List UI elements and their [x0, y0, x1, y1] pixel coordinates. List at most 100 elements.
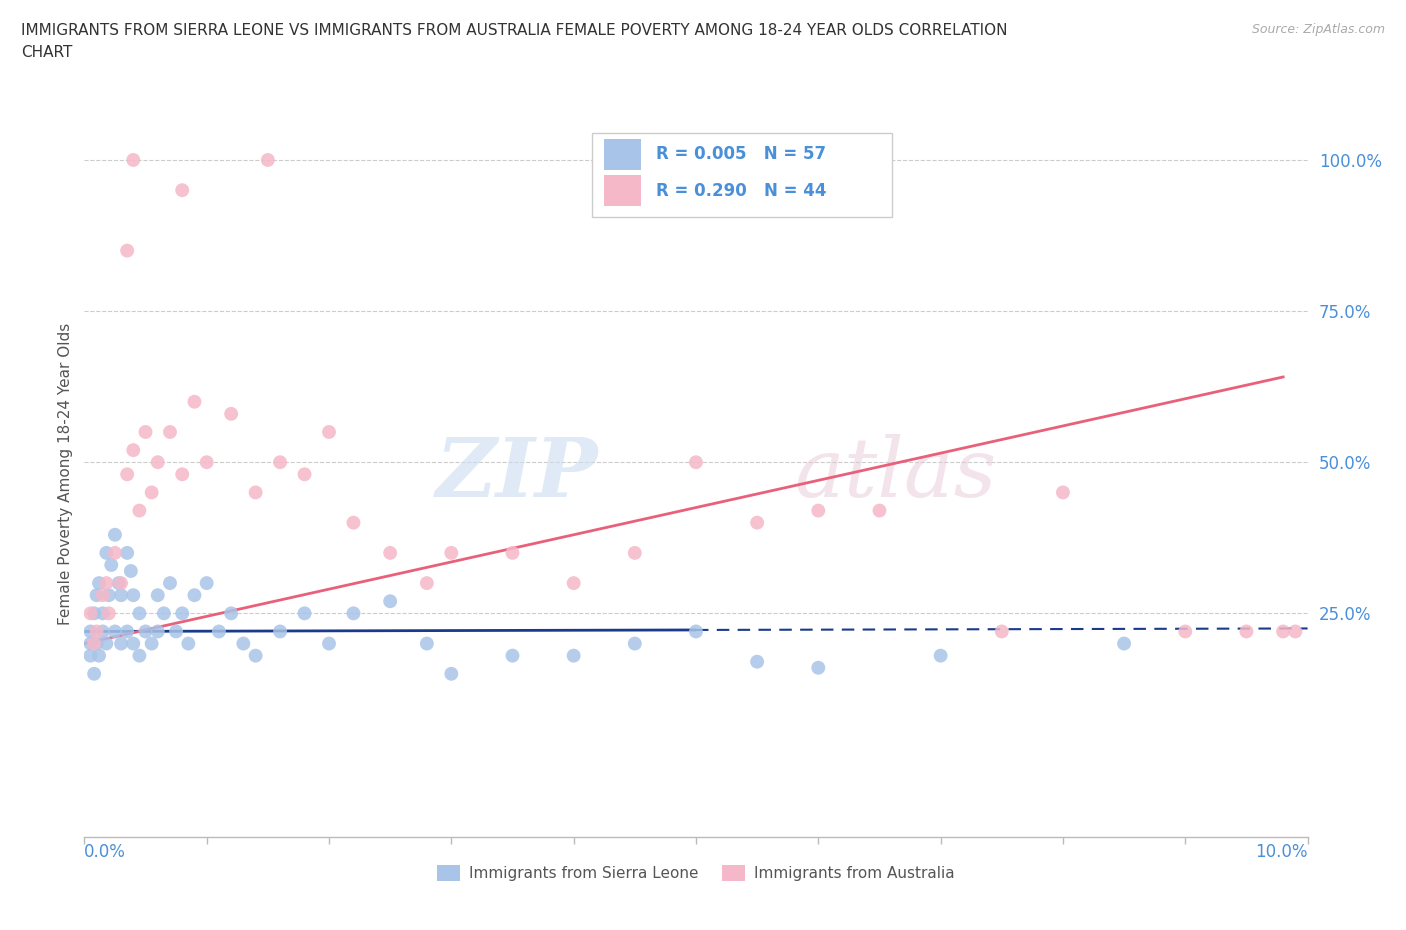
Point	[96, 636, 118, 651]
Point	[294, 467, 316, 482]
Point	[79, 624, 101, 639]
Point	[195, 576, 218, 591]
Point	[183, 394, 205, 409]
Point	[115, 624, 138, 639]
Point	[502, 545, 524, 560]
Point	[128, 503, 150, 518]
Point	[115, 467, 138, 482]
Point	[232, 636, 254, 651]
Point	[624, 545, 647, 560]
Point	[104, 545, 127, 560]
Point	[342, 515, 364, 530]
Point	[807, 503, 830, 518]
Text: R = 0.005   N = 57: R = 0.005 N = 57	[655, 145, 825, 164]
Point	[245, 485, 267, 500]
Point	[440, 666, 463, 681]
Point	[318, 636, 340, 651]
Point	[122, 443, 145, 458]
Point	[269, 455, 291, 470]
Point	[128, 648, 150, 663]
Point	[416, 636, 439, 651]
Point	[107, 576, 129, 591]
Point	[146, 588, 169, 603]
FancyBboxPatch shape	[605, 140, 641, 169]
Point	[91, 606, 114, 621]
Point	[79, 606, 101, 621]
Point	[929, 648, 952, 663]
Point	[1174, 624, 1197, 639]
Point	[991, 624, 1014, 639]
Point	[104, 527, 127, 542]
Point	[245, 648, 267, 663]
Point	[83, 666, 105, 681]
Point	[86, 624, 108, 639]
Point	[87, 576, 110, 591]
Point	[1052, 485, 1074, 500]
Point	[86, 636, 108, 651]
Point	[380, 594, 402, 609]
Y-axis label: Female Poverty Among 18-24 Year Olds: Female Poverty Among 18-24 Year Olds	[58, 324, 73, 626]
Point	[110, 588, 132, 603]
Point	[159, 576, 181, 591]
Point	[208, 624, 231, 639]
Point	[100, 558, 122, 573]
Point	[83, 606, 105, 621]
Point	[195, 455, 218, 470]
Text: 0.0%: 0.0%	[84, 844, 127, 861]
Point	[269, 624, 291, 639]
Point	[146, 624, 169, 639]
Point	[685, 624, 707, 639]
Point	[79, 648, 101, 663]
Point	[87, 648, 110, 663]
Point	[165, 624, 187, 639]
Point	[91, 588, 114, 603]
FancyBboxPatch shape	[592, 133, 891, 217]
Point	[120, 564, 142, 578]
Point	[624, 636, 647, 651]
Point	[104, 624, 127, 639]
Point	[96, 545, 118, 560]
Point	[172, 467, 194, 482]
Point	[135, 624, 157, 639]
Point	[122, 636, 145, 651]
Text: ZIP: ZIP	[436, 434, 598, 514]
Point	[562, 648, 585, 663]
Point	[115, 244, 138, 259]
Point	[159, 425, 181, 440]
Point	[86, 588, 108, 603]
Point	[122, 588, 145, 603]
Point	[115, 545, 138, 560]
Text: 10.0%: 10.0%	[1256, 844, 1308, 861]
Point	[97, 588, 120, 603]
Point	[97, 606, 120, 621]
Point	[128, 606, 150, 621]
Point	[146, 455, 169, 470]
Point	[807, 660, 830, 675]
Point	[110, 636, 132, 651]
Point	[685, 455, 707, 470]
Point	[502, 648, 524, 663]
Point	[110, 576, 132, 591]
Point	[122, 153, 145, 167]
Text: R = 0.290   N = 44: R = 0.290 N = 44	[655, 181, 827, 200]
Point	[219, 606, 242, 621]
FancyBboxPatch shape	[605, 176, 641, 206]
Point	[141, 485, 163, 500]
Point	[318, 425, 340, 440]
Point	[440, 545, 463, 560]
Point	[141, 636, 163, 651]
Text: CHART: CHART	[21, 45, 73, 60]
Point	[869, 503, 891, 518]
Point	[177, 636, 200, 651]
Point	[79, 636, 101, 651]
Point	[747, 655, 769, 670]
Point	[380, 545, 402, 560]
Point	[219, 406, 242, 421]
Point	[1114, 636, 1136, 651]
Text: atlas: atlas	[794, 434, 997, 514]
Point	[172, 606, 194, 621]
Point	[257, 153, 280, 167]
Point	[91, 624, 114, 639]
Point	[135, 425, 157, 440]
Point	[562, 576, 585, 591]
